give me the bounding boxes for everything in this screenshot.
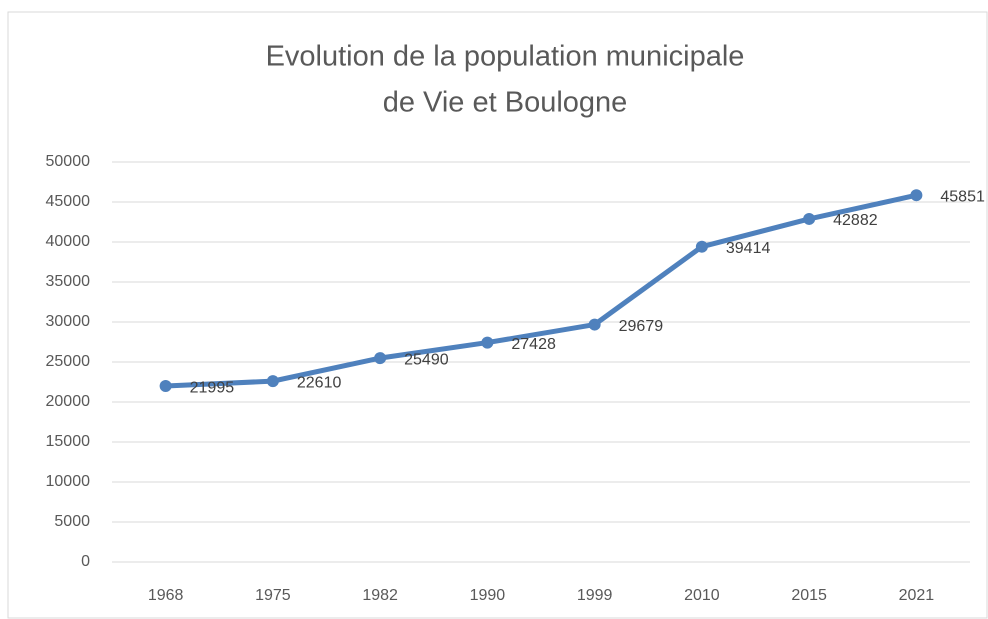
y-tick-label: 10000	[46, 473, 91, 490]
chart-frame	[7, 11, 988, 619]
marker	[910, 189, 923, 202]
data-label: 39414	[726, 240, 771, 257]
data-label: 29679	[619, 318, 664, 335]
data-label: 25490	[404, 351, 449, 368]
y-tick-label: 0	[81, 553, 90, 570]
x-tick-label: 2015	[791, 587, 827, 604]
y-tick-label: 40000	[46, 233, 91, 250]
x-tick-label: 1975	[255, 587, 291, 604]
x-tick-label: 1999	[577, 587, 613, 604]
data-label: 21995	[190, 379, 235, 396]
marker	[695, 240, 708, 253]
marker	[481, 336, 494, 349]
chart-title: Evolution de la population municipale	[266, 41, 745, 73]
marker	[266, 375, 279, 388]
data-label: 22610	[297, 374, 342, 391]
y-tick-label: 35000	[46, 273, 91, 290]
marker	[588, 318, 601, 331]
y-tick-label: 20000	[46, 393, 91, 410]
y-tick-label: 5000	[54, 513, 90, 530]
y-tick-label: 25000	[46, 353, 91, 370]
x-tick-label: 1982	[362, 587, 398, 604]
x-tick-label: 1968	[148, 587, 184, 604]
data-label: 42882	[833, 212, 878, 229]
y-tick-label: 15000	[46, 433, 91, 450]
line	[163, 192, 919, 389]
y-tick-label: 30000	[46, 313, 91, 330]
marker	[803, 212, 816, 225]
y-tick-label: 45000	[46, 193, 91, 210]
x-tick-label: 2010	[684, 587, 720, 604]
y-tick-label: 50000	[46, 153, 91, 170]
marker	[374, 352, 387, 365]
x-tick-label: 1990	[470, 587, 506, 604]
chart-title: de Vie et Boulogne	[383, 87, 628, 119]
x-tick-label: 2021	[899, 587, 935, 604]
marker	[159, 380, 172, 393]
data-label: 27428	[511, 336, 556, 353]
data-label: 45851	[940, 188, 985, 205]
